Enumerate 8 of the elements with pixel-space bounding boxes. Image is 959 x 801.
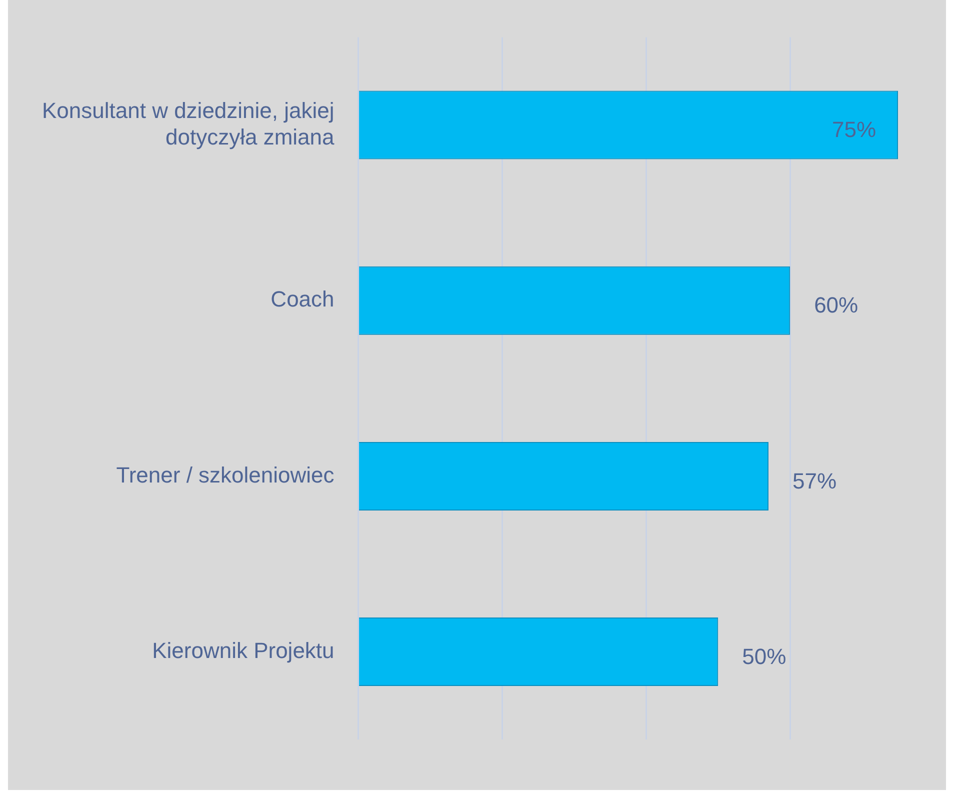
y-tick-label: Kierownik Projektu [152, 638, 334, 663]
data-label: 50% [742, 644, 786, 669]
y-tick-label: Konsultant w dziedzinie, jakiej dotyczyła zmiana [42, 98, 336, 150]
data-label: 75% [832, 117, 876, 142]
data-label: 60% [814, 292, 858, 318]
data-label: 57% [792, 468, 837, 494]
y-tick-label: Coach [270, 286, 334, 312]
y-tick-label: Trener / szkoleniowiec [116, 462, 334, 488]
